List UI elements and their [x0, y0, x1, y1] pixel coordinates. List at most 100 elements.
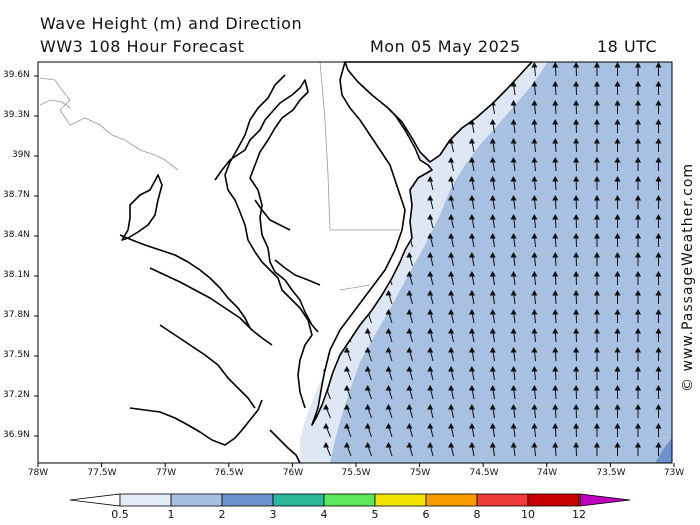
- wave-arrow-head: [406, 308, 413, 315]
- wave-arrow-head: [573, 251, 580, 258]
- wave-arrow-head: [552, 365, 559, 372]
- wave-arrow-head: [552, 327, 559, 334]
- wave-arrow-head: [468, 403, 475, 410]
- wave-arrow-head: [510, 346, 517, 353]
- colorbar-cell: [221, 493, 274, 507]
- lat-label-38.1: 38.1N: [3, 270, 30, 280]
- wave-arrow-head: [427, 194, 434, 201]
- wave-arrow-head: [322, 403, 330, 410]
- james-river-north: [159, 324, 256, 409]
- wave-arrow-head: [510, 403, 517, 410]
- wave-arrow-head: [614, 137, 621, 144]
- wave-arrow-head: [468, 213, 475, 220]
- wave-arrow-head: [510, 137, 517, 144]
- title-line-2: WW3 108 Hour Forecast: [40, 37, 245, 56]
- wave-arrow-head: [593, 327, 600, 334]
- wave-arrow-head: [655, 422, 662, 429]
- wave-arrow-head: [468, 441, 475, 448]
- wave-arrow-head: [655, 441, 662, 448]
- wave-arrow-head: [531, 156, 538, 163]
- wave-arrow-head: [634, 441, 642, 448]
- wave-arrow-head: [552, 99, 559, 106]
- wave-arrow-head: [448, 289, 455, 296]
- colorbar-label: 12: [572, 508, 586, 521]
- wave-arrow-head: [573, 99, 580, 106]
- wave-arrow-head: [614, 422, 621, 429]
- wave-arrow-head: [510, 213, 517, 220]
- wave-arrow-head: [364, 365, 371, 372]
- forecast-date: Mon 05 May 2025: [370, 37, 521, 56]
- colorbar-cell: [476, 493, 529, 507]
- wave-arrow-head: [531, 289, 538, 296]
- wave-arrow-head: [531, 251, 538, 258]
- wave-arrow-head: [364, 346, 371, 353]
- wave-arrow-head: [593, 384, 600, 391]
- wave-arrow-head: [655, 137, 662, 144]
- wave-arrow-head: [427, 213, 434, 220]
- wave-arrow-head: [614, 61, 621, 68]
- wave-arrow-head: [427, 308, 434, 315]
- colorbar-left-triangle: [69, 493, 121, 507]
- wave-arrow-head: [531, 327, 538, 334]
- wave-arrow-head: [406, 441, 413, 448]
- wave-arrow-head: [552, 118, 559, 125]
- wave-arrow-head: [552, 384, 559, 391]
- wave-arrow-head: [406, 327, 413, 334]
- wave-arrow-head: [489, 384, 496, 391]
- wave-arrow-head: [510, 308, 517, 315]
- wave-arrow-head: [614, 156, 621, 163]
- wave-arrow-head: [510, 441, 517, 448]
- wave-arrow-head: [634, 403, 642, 410]
- map-frame: [37, 61, 673, 464]
- wave-arrow-head: [573, 118, 580, 125]
- wave-arrow-head: [468, 308, 475, 315]
- wave-arrow-head: [510, 327, 517, 334]
- wave-arrow-head: [655, 80, 662, 87]
- lon-label-76.5: 76.5W: [214, 468, 244, 478]
- wave-arrow-head: [634, 118, 642, 125]
- wave-arrow-head: [573, 422, 580, 429]
- lon-label-77: 77W: [155, 468, 177, 478]
- colorbar-label: 5: [371, 508, 379, 521]
- wave-arrow-head: [531, 365, 538, 372]
- wave-arrow-head: [468, 137, 475, 144]
- wave-arrow-head: [655, 99, 662, 106]
- southern-coast: [269, 429, 301, 464]
- wave-arrow-head: [552, 346, 559, 353]
- wave-arrow-head: [593, 441, 600, 448]
- wave-arrow-head: [406, 403, 413, 410]
- colorbar-right-triangle: [579, 493, 631, 507]
- wave-arrow-head: [468, 422, 475, 429]
- wave-arrow-head: [448, 384, 455, 391]
- wave-arrow-head: [655, 156, 662, 163]
- lat-label-39: 39N: [12, 150, 31, 160]
- wave-arrow-head: [552, 251, 559, 258]
- wave-arrow-head: [510, 251, 517, 258]
- wave-arrow-head: [552, 137, 559, 144]
- lat-label-37.5: 37.5N: [3, 350, 30, 360]
- wave-arrow-head: [634, 384, 642, 391]
- wave-arrow-head: [489, 289, 496, 296]
- wave-arrow-head: [448, 270, 455, 277]
- wave-arrow-head: [468, 156, 475, 163]
- wave-arrow-head: [322, 441, 330, 448]
- wave-arrow-head: [510, 118, 517, 125]
- wave-arrow-head: [573, 156, 580, 163]
- wave-arrow-head: [573, 327, 580, 334]
- wave-arrow-head: [468, 175, 475, 182]
- wave-arrow-head: [468, 327, 475, 334]
- wave-arrow-head: [634, 346, 642, 353]
- wave-arrow-head: [343, 422, 350, 429]
- colorbar-cell: [323, 493, 376, 507]
- wave-arrow-head: [573, 441, 580, 448]
- state-borders: [39, 61, 400, 291]
- wave-arrow-head: [573, 308, 580, 315]
- wave-arrow-head: [593, 61, 600, 68]
- colorbar-cell: [374, 493, 427, 507]
- wave-arrow-head: [531, 441, 538, 448]
- wave-arrow-head: [531, 422, 538, 429]
- wave-arrow-head: [552, 156, 559, 163]
- wave-arrow-head: [552, 213, 559, 220]
- wave-arrow-head: [364, 403, 371, 410]
- wave-arrow-head: [427, 327, 434, 334]
